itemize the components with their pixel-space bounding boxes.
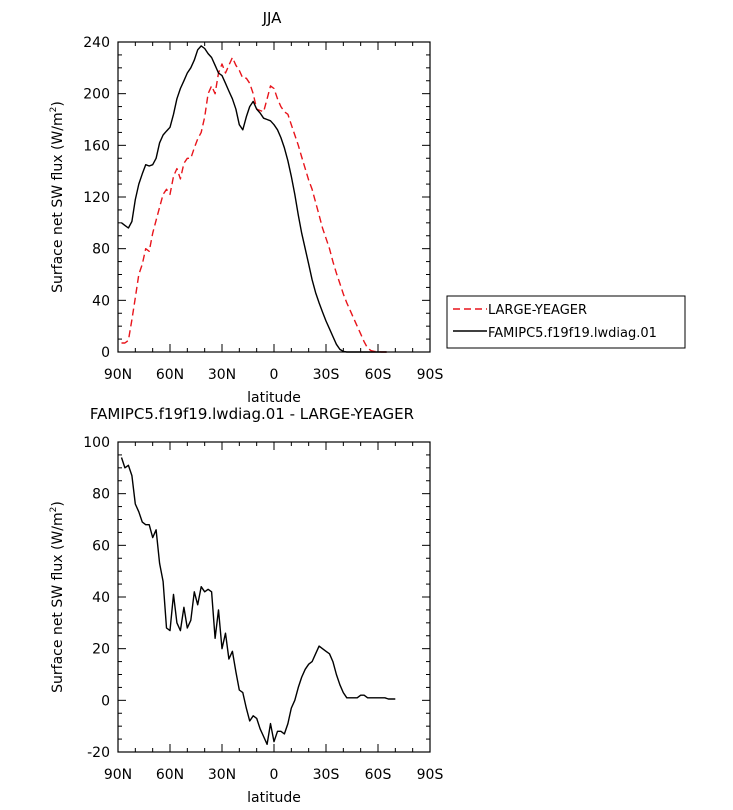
top-x-tick-label: 90N	[104, 367, 132, 383]
top-axes: 90N 60N 30N 0 30S 60S 90S 0 40 80 120 160 200 240	[83, 35, 443, 383]
bottom-panel: FAMIPC5.f19f19.lwdiag.01 - LARGE-YEAGER …	[49, 405, 443, 806]
top-series-line-0	[121, 56, 387, 353]
bottom-x-tick-label: 90S	[417, 767, 444, 783]
bottom-axes: 90N 60N 30N 0 30S 60S 90S -20 0 20 40 60 80 100	[83, 435, 443, 783]
top-y-tick-label: 80	[92, 242, 110, 258]
bottom-x-tick-label: 30S	[313, 767, 340, 783]
top-x-tick-label: 60N	[156, 367, 184, 383]
legend: LARGE-YEAGER FAMIPC5.f19f19.lwdiag.01	[446, 295, 686, 349]
bottom-x-tick-label: 60N	[156, 767, 184, 783]
top-x-tick-label: 60S	[365, 367, 392, 383]
bottom-y-tick-label: 100	[83, 435, 110, 451]
top-x-axis-label: latitude	[247, 390, 301, 406]
bottom-x-axis-label: latitude	[247, 790, 301, 806]
bottom-x-tick-label: 60S	[365, 767, 392, 783]
top-y-tick-label: 0	[101, 345, 110, 361]
bottom-y-tick-label: 0	[101, 693, 110, 709]
legend-label-famipc5: FAMIPC5.f19f19.lwdiag.01	[488, 326, 657, 341]
top-y-tick-label: 160	[83, 138, 110, 154]
top-y-tick-label: 200	[83, 87, 110, 103]
bottom-y-axis-label: Surface net SW flux (W/m2)	[49, 501, 66, 693]
bottom-series-group	[120, 457, 396, 745]
bottom-y-tick-label: 60	[92, 538, 110, 554]
top-panel: JJA 90N 60N 30N 0 30S 60S 90S 0 40 80 120 160 200 240…	[49, 9, 686, 406]
bottom-y-tick-label: 80	[92, 487, 110, 503]
bottom-series-line-0	[120, 457, 396, 745]
top-x-tick-label: 30N	[208, 367, 236, 383]
top-chart-title: JJA	[262, 9, 283, 27]
bottom-chart-title: FAMIPC5.f19f19.lwdiag.01 - LARGE-YEAGER	[90, 405, 414, 423]
top-x-tick-label: 30S	[313, 367, 340, 383]
legend-box	[446, 295, 686, 349]
top-y-tick-label: 240	[83, 35, 110, 51]
top-y-axis-label: Surface net SW flux (W/m2)	[49, 101, 66, 293]
bottom-x-tick-label: 0	[270, 767, 279, 783]
bottom-y-tick-label: 20	[92, 642, 110, 658]
top-series-group	[121, 45, 387, 353]
top-y-tick-label: 40	[92, 293, 110, 309]
bottom-x-tick-label: 90N	[104, 767, 132, 783]
top-x-tick-label: 0	[270, 367, 279, 383]
bottom-x-tick-label: 30N	[208, 767, 236, 783]
legend-label-large-yeager: LARGE-YEAGER	[488, 303, 587, 318]
top-series-line-1	[121, 45, 387, 353]
bottom-y-tick-label: 40	[92, 590, 110, 606]
bottom-y-tick-label: -20	[87, 745, 110, 761]
top-y-tick-label: 120	[83, 190, 110, 206]
top-x-tick-label: 90S	[417, 367, 444, 383]
